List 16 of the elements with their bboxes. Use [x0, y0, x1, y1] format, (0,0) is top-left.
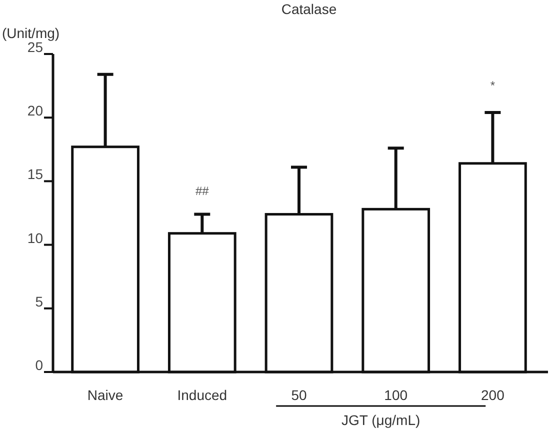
x-tick-label: 50: [291, 387, 307, 403]
y-tick-label: 15: [27, 166, 44, 182]
y-axis-title: (Unit/mg): [2, 25, 60, 41]
annotation: ##: [195, 184, 210, 198]
y-tick-label: 25: [27, 39, 44, 55]
x-tick-label: Induced: [177, 387, 228, 403]
y-tick-label: 5: [35, 293, 44, 310]
x-tick-label: 100: [384, 387, 408, 403]
x-axis-title: JGT (μg/mL): [342, 412, 420, 428]
y-tick-label: 20: [27, 102, 44, 119]
x-tick-label: 200: [481, 387, 505, 403]
y-tick-label: 10: [27, 230, 44, 246]
x-tick-label: Naive: [87, 387, 124, 403]
chart-title: Catalase: [281, 1, 337, 17]
y-tick-label: 0: [35, 357, 44, 373]
annotation: *: [490, 78, 496, 93]
